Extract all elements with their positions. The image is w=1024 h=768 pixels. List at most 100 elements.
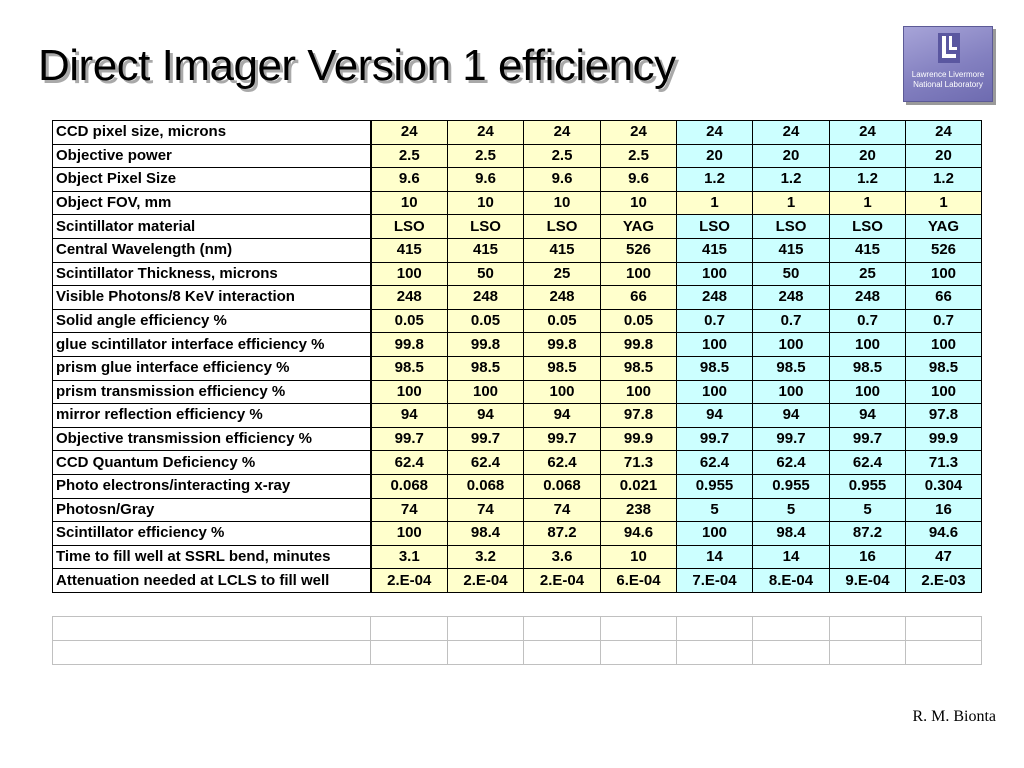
table-cell: 0.7 [676,308,753,334]
table-cell: 0.05 [369,308,448,334]
table-cell: 94 [523,403,601,428]
logo-text: Lawrence Livermore National Laboratory [904,70,992,90]
table-cell: 98.5 [523,355,601,381]
table-cell: 98.4 [447,521,524,546]
slide-title: Direct Imager Version 1 efficiency [38,41,676,90]
table-row: glue scintillator interface efficiency %… [52,332,982,357]
row-label: Photosn/Gray [52,497,371,523]
table-cell: 3.1 [369,544,448,570]
table-cell: 2.5 [600,143,677,169]
table-cell: 14 [752,544,830,570]
table-cell: 1.2 [829,167,906,192]
table-cell: 99.9 [905,426,982,452]
empty-cell [829,640,906,665]
table-cell: 74 [447,497,524,523]
empty-cell [52,616,371,641]
table-cell: 99.9 [600,426,677,452]
table-cell: 97.8 [600,403,677,428]
table-cell: 8.E-04 [752,568,830,593]
table-cell: 526 [600,237,677,263]
table-row: Object Pixel Size 9.6 9.6 9.6 9.6 1.2 1.2 1.2 1.… [52,167,982,192]
empty-cell [52,640,371,665]
table-cell: 98.5 [829,355,906,381]
table-cell: 94.6 [905,521,982,546]
table-cell: 99.8 [523,332,601,357]
table-cell: 5 [829,497,906,523]
table-cell: 100 [369,261,448,287]
table-cell: 2.5 [447,143,524,169]
logo-line-1: Lawrence Livermore [911,70,985,79]
table-cell: 100 [447,379,524,405]
table-cell: 526 [905,237,982,263]
table-cell: 10 [523,190,601,216]
table-row: Solid angle efficiency % 0.05 0.05 0.05 0.05… [52,308,982,334]
table-cell: 20 [752,143,830,169]
empty-cell [905,640,982,665]
table-cell: 16 [829,544,906,570]
table-row: Scintillator Thickness, microns 100 50 25 10… [52,261,982,287]
empty-cell [523,640,601,665]
table-cell: 238 [600,497,677,523]
table-cell: 100 [829,379,906,405]
table-cell: LSO [523,214,601,239]
table-cell: 248 [523,285,601,310]
table-cell: 6.E-04 [600,568,677,593]
table-cell: 415 [523,237,601,263]
table-cell: 71.3 [600,450,677,475]
row-label: Object FOV, mm [52,190,371,216]
table-cell: 0.05 [523,308,601,334]
table-cell: 9.6 [369,167,448,192]
row-label: Central Wavelength (nm) [52,237,371,263]
table-cell: 94.6 [600,521,677,546]
table-cell: 97.8 [905,403,982,428]
table-row: prism glue interface efficiency % 98.5 98.… [52,355,982,381]
table-cell: 99.8 [600,332,677,357]
table-cell: 98.5 [600,355,677,381]
empty-table-rows [52,616,982,665]
table-cell: 100 [523,379,601,405]
table-cell: 5 [752,497,830,523]
table-cell: 1 [905,190,982,216]
table-cell: 94 [447,403,524,428]
table-cell: 62.4 [676,450,753,475]
table-cell: 1.2 [752,167,830,192]
logo-line-2: National Laboratory [913,80,983,89]
table-cell: YAG [905,214,982,239]
table-cell: 62.4 [523,450,601,475]
table-cell: 99.8 [369,332,448,357]
table-cell: 2.5 [523,143,601,169]
table-cell: 62.4 [447,450,524,475]
empty-cell [370,640,448,665]
table-cell: 87.2 [523,521,601,546]
empty-cell [905,616,982,641]
table-cell: 66 [600,285,677,310]
table-cell: 100 [829,332,906,357]
row-label: CCD Quantum Deficiency % [52,450,371,475]
table-cell: LSO [676,214,753,239]
table-cell: 98.4 [752,521,830,546]
table-row: Photosn/Gray 74 74 74 238 5 5 5 16 [52,497,982,523]
table-cell: LSO [752,214,830,239]
table-cell: 248 [752,285,830,310]
table-cell: 47 [905,544,982,570]
table-cell: 415 [676,237,753,263]
table-cell: LSO [829,214,906,239]
table-cell: 24 [676,120,753,145]
table-row: Visible Photons/8 KeV interaction 248 248 2… [52,285,982,310]
row-label: Solid angle efficiency % [52,308,371,334]
table-cell: 100 [369,521,448,546]
row-label: Visible Photons/8 KeV interaction [52,285,371,310]
table-cell: 9.6 [523,167,601,192]
table-cell: YAG [600,214,677,239]
table-cell: 0.7 [752,308,830,334]
table-cell: 2.5 [369,143,448,169]
table-cell: 415 [447,237,524,263]
row-label: Scintillator Thickness, microns [52,261,371,287]
row-label: Objective power [52,143,371,169]
table-cell: 74 [523,497,601,523]
llnl-logo: Lawrence Livermore National Laboratory [903,26,993,102]
table-cell: 20 [905,143,982,169]
table-cell: 0.7 [829,308,906,334]
table-cell: 100 [676,521,753,546]
table-row: Time to fill well at SSRL bend, minutes 3… [52,544,982,570]
